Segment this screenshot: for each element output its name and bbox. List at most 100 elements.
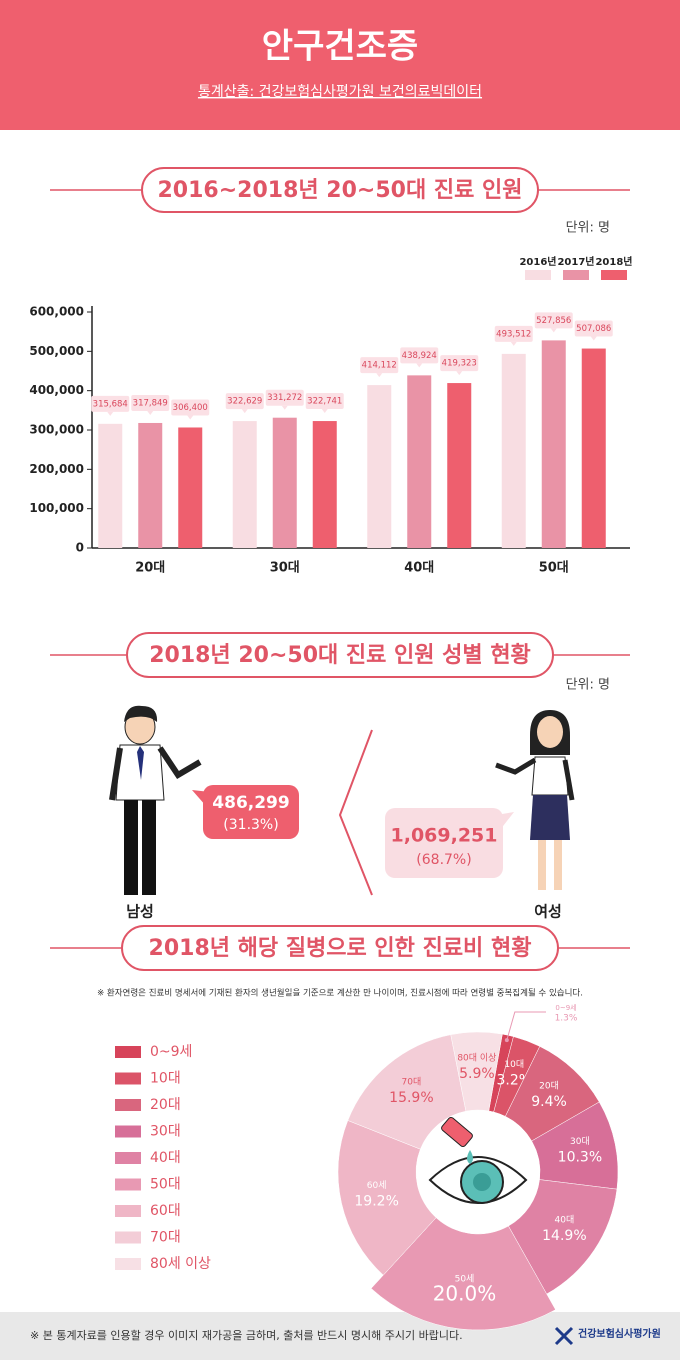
section-title: 2018년 해당 질병으로 인한 진료비 현황 (149, 936, 532, 961)
logo-text: 건강보험심사평가원 (578, 1327, 661, 1340)
y-tick-label: 100,000 (29, 501, 84, 515)
section-pill (121, 925, 559, 971)
y-tick-label: 300,000 (29, 423, 84, 437)
slice-value: 20.0% (433, 1282, 497, 1306)
y-tick-label: 400,000 (29, 383, 84, 397)
value-label-box (360, 357, 399, 374)
value-label-box (225, 393, 264, 410)
section-title: 2018년 20~50대 진료 인원 성별 현황 (149, 643, 531, 668)
slice-name: 40대 (555, 1214, 575, 1225)
value-label: 507,086 (576, 324, 611, 334)
legend-label: 2018년 (595, 255, 632, 268)
value-label-tail (281, 405, 288, 410)
section-title: 2016~2018년 20~50대 진료 인원 (158, 178, 523, 203)
value-label-tail (376, 373, 383, 378)
bar (407, 375, 432, 548)
bar (232, 421, 257, 548)
eye-pupil (473, 1173, 491, 1191)
leader-dot (504, 1038, 509, 1043)
value-label-tail (416, 363, 423, 368)
callout-tail (192, 790, 210, 806)
male-percent: (31.3%) (223, 817, 278, 833)
donut-slice (508, 1179, 618, 1295)
y-tick-label: 500,000 (29, 344, 84, 358)
female-figure (495, 710, 575, 890)
slice-value: 5.9% (459, 1066, 495, 1082)
value-label-tail (107, 411, 114, 416)
donut-slice (337, 1120, 437, 1276)
value-label-tail (187, 415, 194, 420)
legend-label: 20대 (150, 1097, 181, 1113)
value-label: 414,112 (362, 361, 397, 371)
header-band (0, 0, 680, 130)
slice-name: 10대 (504, 1059, 524, 1070)
legend-label: 2016년 (519, 255, 556, 268)
y-tick-label: 600,000 (29, 305, 84, 319)
bar (272, 417, 297, 548)
eyedrop-bottle (441, 1116, 473, 1148)
value-label: 315,684 (93, 399, 128, 409)
slice-name: 30대 (570, 1136, 590, 1147)
unit-label: 단위: 명 (566, 221, 610, 236)
value-label-box (131, 394, 170, 411)
value-label-tail (590, 336, 597, 341)
female-value: 1,069,251 (391, 825, 498, 847)
section-pill (126, 632, 554, 678)
value-label-box (574, 320, 613, 337)
x-tick-label: 50대 (539, 561, 569, 576)
slice-name: 20대 (539, 1081, 559, 1092)
legend-swatch (115, 1258, 141, 1270)
value-label-box (91, 395, 130, 412)
donut-slice (450, 1031, 503, 1112)
value-label: 527,856 (536, 316, 571, 326)
bar (178, 427, 203, 548)
legend-label: 40대 (150, 1150, 181, 1166)
legend-label: 0~9세 (150, 1044, 192, 1060)
slice-value: 19.2% (354, 1193, 398, 1209)
bar (138, 422, 163, 548)
male-figure (109, 705, 202, 895)
legend-label: 50대 (150, 1177, 181, 1193)
slice-name: 70대 (402, 1077, 422, 1088)
unit-label: 단위: 명 (566, 678, 610, 693)
x-tick-label: 30대 (270, 561, 300, 576)
legend-swatch (115, 1099, 141, 1111)
legend-swatch (563, 270, 589, 280)
bar (541, 340, 566, 548)
note: ※ 환자연령은 진료비 명세서에 기재된 환자의 생년월일을 기준으로 계산한 … (97, 988, 583, 999)
male-value: 486,299 (212, 793, 289, 813)
donut-slice (370, 1217, 556, 1331)
legend-label: 80세 이상 (150, 1256, 211, 1272)
x-tick-label: 20대 (135, 561, 165, 576)
value-label-box (440, 355, 479, 372)
slice-value: 15.9% (389, 1090, 433, 1106)
legend-swatch (601, 270, 627, 280)
slice-value: 14.9% (542, 1228, 586, 1244)
value-label-tail (241, 409, 248, 414)
page-title: 안구건조증 (262, 27, 418, 67)
leader-line (506, 1011, 546, 1041)
legend-label: 70대 (150, 1230, 181, 1246)
value-label-box (305, 393, 344, 410)
female-label: 여성 (534, 903, 562, 921)
bar (447, 383, 472, 548)
value-label: 493,512 (496, 329, 531, 339)
section-pill (141, 167, 539, 213)
legend-label: 2017년 (557, 255, 594, 268)
female-callout (385, 808, 503, 878)
legend-swatch (115, 1152, 141, 1164)
bar (312, 421, 337, 548)
value-label-box (494, 325, 533, 342)
value-label-tail (147, 410, 154, 415)
slice-name: 60세 (367, 1180, 387, 1191)
footer-band (0, 1312, 680, 1360)
value-label-box (534, 312, 573, 329)
slice-name: 80대 이상 (457, 1053, 496, 1064)
value-label: 306,400 (173, 403, 208, 413)
value-label-tail (510, 341, 517, 346)
value-label: 331,272 (267, 393, 302, 403)
value-label: 322,629 (227, 397, 262, 407)
donut-slice (347, 1034, 467, 1150)
value-label-box (400, 347, 439, 364)
